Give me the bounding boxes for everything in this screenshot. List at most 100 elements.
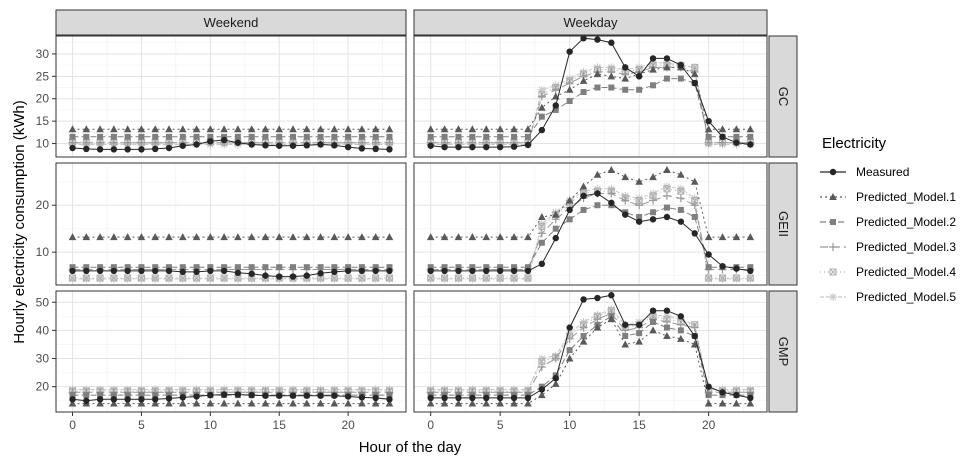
data-point-predicted-model-1	[234, 399, 242, 407]
data-point-predicted-model-1	[68, 399, 77, 407]
data-point-predicted-model-2	[97, 133, 104, 140]
data-point-predicted-model-3	[635, 201, 644, 210]
data-point-measured	[719, 263, 726, 270]
data-point-predicted-model-5	[551, 81, 560, 90]
panel-border	[55, 35, 407, 158]
data-point-predicted-model-1	[316, 125, 325, 133]
data-point-measured	[248, 391, 255, 399]
data-point-measured	[635, 218, 643, 225]
data-point-predicted-model-1	[468, 399, 477, 407]
data-point-predicted-model-1	[426, 399, 435, 407]
data-point-predicted-model-1	[247, 233, 256, 241]
data-point-measured	[580, 296, 587, 303]
legend-label: Predicted_Model.2	[856, 215, 956, 229]
data-point-predicted-model-2	[248, 133, 255, 140]
data-point-predicted-model-2	[594, 84, 601, 91]
data-point-predicted-model-4	[719, 274, 727, 282]
data-point-predicted-model-1	[496, 399, 504, 407]
data-point-predicted-model-1	[482, 399, 491, 407]
data-point-measured	[69, 144, 76, 152]
data-point-predicted-model-2	[124, 264, 131, 271]
legend-key-star-icon	[829, 293, 837, 301]
data-point-measured	[594, 36, 601, 43]
data-point-predicted-model-1	[261, 125, 270, 133]
data-point-measured	[524, 141, 532, 149]
data-point-predicted-model-1	[123, 125, 132, 133]
data-point-predicted-model-1	[302, 233, 311, 241]
data-point-measured	[510, 394, 518, 402]
data-point-measured	[705, 117, 712, 125]
series-predicted-model-1	[426, 63, 755, 133]
data-point-predicted-model-5	[109, 274, 118, 283]
data-point-predicted-model-1	[718, 125, 727, 133]
data-point-measured	[677, 218, 685, 225]
data-point-measured	[427, 267, 434, 275]
data-point-measured	[733, 139, 740, 146]
data-point-predicted-model-4	[137, 274, 145, 282]
data-point-predicted-model-5	[454, 274, 463, 283]
data-point-predicted-model-5	[357, 274, 366, 283]
data-point-predicted-model-1	[426, 125, 435, 133]
data-point-predicted-model-1	[621, 173, 630, 181]
data-point-measured	[248, 270, 255, 277]
data-point-measured	[622, 211, 629, 218]
data-point-predicted-model-1	[206, 233, 215, 241]
data-point-predicted-model-1	[275, 399, 284, 407]
data-point-measured	[441, 267, 448, 275]
data-point-measured	[220, 391, 228, 398]
data-point-predicted-model-1	[746, 233, 755, 241]
data-point-predicted-model-2	[552, 225, 559, 232]
data-point-predicted-model-2	[165, 392, 172, 399]
data-point-measured	[705, 251, 712, 258]
data-point-predicted-model-2	[622, 86, 629, 93]
data-point-measured	[635, 73, 643, 80]
data-point-predicted-model-3	[123, 138, 132, 147]
data-point-predicted-model-1	[165, 399, 173, 407]
data-point-measured	[83, 145, 90, 153]
data-point-predicted-model-2	[691, 213, 698, 220]
data-point-measured	[649, 55, 657, 62]
data-point-measured	[331, 142, 338, 149]
data-point-predicted-model-2	[303, 133, 310, 140]
data-point-measured	[594, 294, 601, 302]
series-measured	[69, 267, 393, 280]
data-point-predicted-model-5	[537, 220, 546, 228]
data-point-predicted-model-3	[537, 229, 546, 238]
data-point-measured	[386, 267, 393, 275]
data-point-predicted-model-2	[469, 133, 476, 140]
series-predicted-model-2	[69, 264, 393, 271]
data-point-predicted-model-1	[234, 125, 242, 133]
data-point-measured	[594, 190, 601, 197]
legend-item-predicted-model-4: Predicted_Model.4	[820, 265, 956, 279]
data-point-measured	[303, 392, 310, 399]
data-point-measured	[747, 394, 754, 402]
legend-label: Predicted_Model.5	[856, 290, 956, 304]
data-point-predicted-model-5	[164, 274, 173, 283]
data-point-predicted-model-3	[151, 138, 160, 147]
data-point-predicted-model-2	[455, 133, 462, 140]
y-tick-label: 30	[36, 47, 50, 61]
data-point-measured	[663, 213, 671, 221]
data-point-predicted-model-3	[137, 138, 146, 147]
data-point-measured	[483, 394, 490, 402]
data-point-measured	[635, 321, 643, 328]
data-point-predicted-model-2	[747, 133, 754, 140]
data-point-measured	[622, 321, 629, 328]
data-point-predicted-model-1	[151, 399, 160, 407]
data-point-predicted-model-4	[677, 187, 685, 195]
legend-key-square-icon	[830, 219, 836, 225]
data-point-predicted-model-1	[316, 399, 325, 407]
data-point-predicted-model-1	[635, 337, 643, 345]
legend-label: Predicted_Model.4	[856, 265, 956, 279]
data-point-predicted-model-2	[69, 392, 76, 399]
data-point-measured	[496, 267, 504, 275]
series-predicted-model-1	[68, 399, 394, 407]
data-point-predicted-model-5	[426, 274, 435, 283]
data-point-predicted-model-4	[372, 274, 380, 282]
legend-item-predicted-model-2: Predicted_Model.2	[820, 215, 956, 229]
facet-strip-label-gc: GC	[776, 87, 791, 107]
data-point-measured	[193, 393, 200, 400]
data-point-predicted-model-5	[579, 67, 588, 76]
data-point-predicted-model-2	[469, 264, 476, 271]
data-point-predicted-model-1	[704, 233, 713, 241]
